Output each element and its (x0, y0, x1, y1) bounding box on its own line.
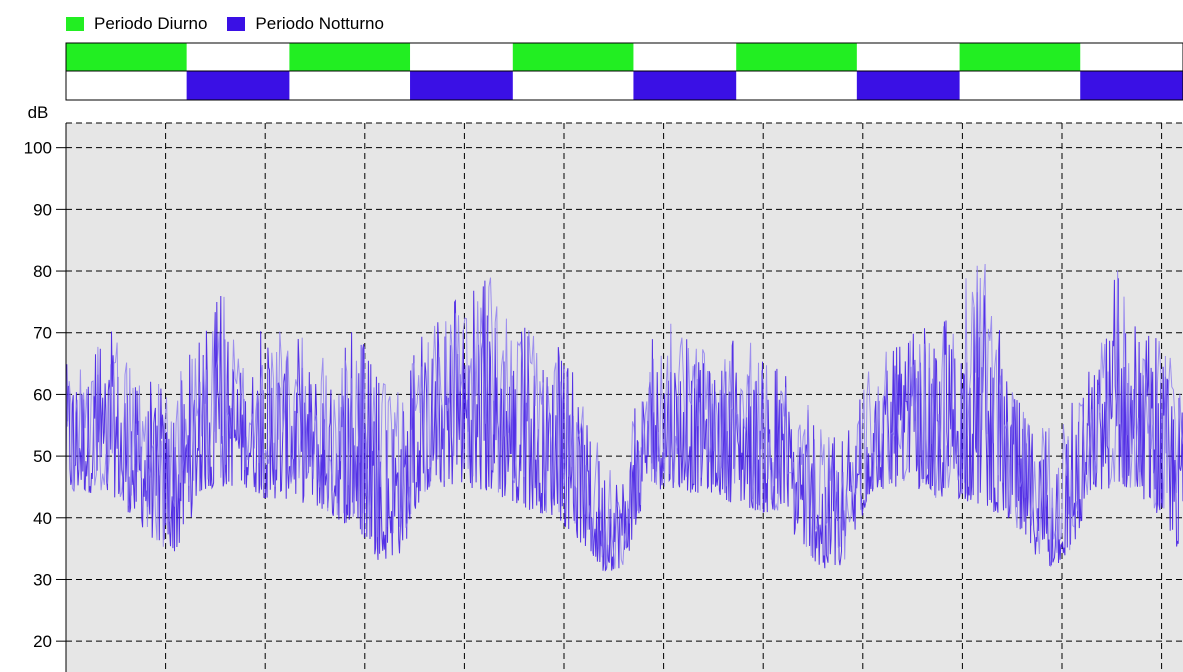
period-block-day (512, 43, 634, 71)
period-strip (65, 42, 1183, 101)
period-block-day (289, 43, 411, 71)
period-block-night (1080, 71, 1183, 100)
legend-item-night: Periodo Notturno (227, 14, 384, 34)
legend-item-day: Periodo Diurno (66, 14, 207, 34)
y-tick-label: 30 (33, 570, 52, 589)
axes: 20 30 40 50 60 70 80 90 100 (24, 123, 67, 672)
legend-label-day: Periodo Diurno (94, 14, 208, 33)
signal-line (65, 278, 1183, 572)
legend-label-night: Periodo Notturno (255, 14, 384, 33)
y-tick-label: 60 (33, 385, 52, 404)
period-block-night (856, 71, 960, 100)
y-axis-label: dB (28, 103, 49, 122)
legend: Periodo Diurno Periodo Notturno (66, 12, 404, 36)
signal-line-light (65, 263, 1183, 569)
y-tick-label: 90 (33, 200, 52, 219)
y-tick-label: 80 (33, 262, 52, 281)
period-block-night (410, 71, 513, 100)
y-tick-label: 20 (33, 632, 52, 651)
legend-swatch-day (66, 17, 84, 31)
period-block-night (186, 71, 290, 100)
y-tick-label: 50 (33, 447, 52, 466)
period-block-day (736, 43, 857, 71)
period-block-night (633, 71, 737, 100)
signal-trace (65, 263, 1183, 572)
y-tick-label: 40 (33, 509, 52, 528)
y-tick-label: 70 (33, 324, 52, 343)
period-block-day (66, 43, 187, 71)
y-tick-label: 100 (24, 139, 52, 158)
period-block-day (959, 43, 1081, 71)
legend-swatch-night (227, 17, 246, 31)
